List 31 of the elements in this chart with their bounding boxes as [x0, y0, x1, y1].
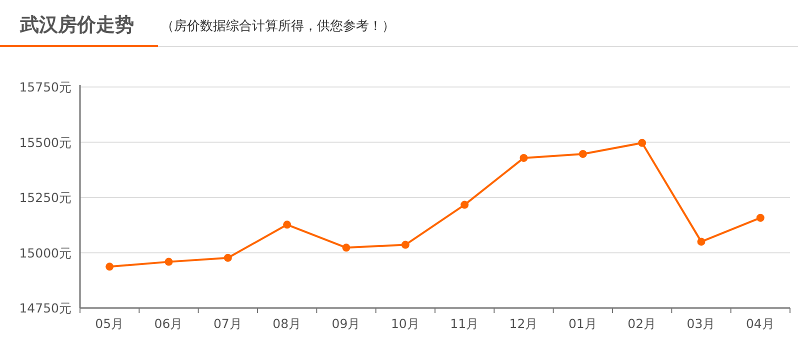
- y-tick-label: 15250元: [19, 190, 72, 205]
- chart-subtitle: （房价数据综合计算所得，供您参考！）: [161, 18, 395, 34]
- point: [638, 138, 646, 147]
- point: [224, 254, 232, 262]
- x-tick-label: 08月: [272, 316, 302, 331]
- x-tick-label: 10月: [390, 316, 420, 331]
- point: [697, 238, 706, 246]
- x-tick-label: 04月: [746, 316, 775, 331]
- point: [578, 150, 587, 158]
- x-tick-label: 06月: [154, 316, 184, 331]
- x-tick-label: 07月: [213, 316, 242, 331]
- x-tick-label: 03月: [686, 316, 716, 331]
- point: [401, 240, 410, 249]
- point: [520, 154, 528, 162]
- x-tick-label: 11月: [450, 316, 480, 331]
- x-tick-label: 02月: [628, 316, 657, 331]
- chart-title: 武汉房价走势: [19, 14, 134, 36]
- y-tick-label: 15750元: [19, 80, 72, 94]
- y-tick-label: 14750元: [19, 300, 72, 316]
- point: [164, 258, 173, 266]
- point: [283, 220, 292, 229]
- point: [756, 214, 764, 222]
- point: [460, 200, 469, 209]
- x-tick-label: 09月: [332, 316, 361, 331]
- point: [342, 244, 350, 252]
- x-tick-label: 05月: [95, 316, 124, 331]
- x-tick-label: 01月: [568, 316, 598, 331]
- y-tick-label: 15000元: [19, 245, 72, 260]
- point: [106, 262, 114, 271]
- y-tick-label: 15500元: [19, 134, 72, 150]
- x-tick-label: 12月: [509, 316, 538, 331]
